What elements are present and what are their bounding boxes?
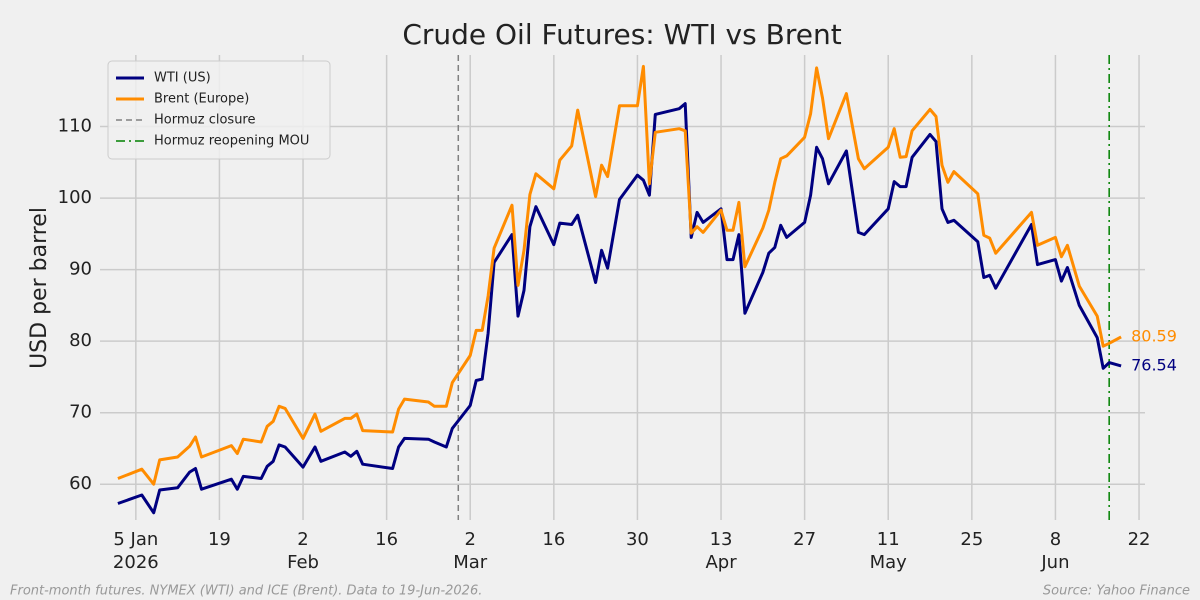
x-tick-label: 2	[297, 529, 308, 550]
series-line	[117, 64, 1122, 486]
y-tick-label: 90	[69, 259, 92, 280]
x-tick-label: 16	[375, 529, 398, 550]
y-tick-label: 80	[69, 330, 92, 351]
x-tick-label: 19	[208, 529, 231, 550]
x-tick-label: 25	[960, 529, 983, 550]
legend-label: Brent (Europe)	[154, 92, 249, 107]
x-tick-label: 27	[793, 529, 816, 550]
end-label: 76.54	[1131, 355, 1177, 374]
y-tick-label: 60	[69, 473, 92, 494]
x-tick-label: 30	[626, 529, 649, 550]
legend-box	[107, 60, 331, 160]
x-tick-label: 16	[542, 529, 565, 550]
source: Source: Yahoo Finance	[1043, 584, 1190, 599]
x-tick-label: Jun	[1040, 552, 1069, 573]
x-tick-label: 22	[1128, 529, 1151, 550]
x-tick-label: 11	[877, 529, 900, 550]
x-tick-label: Apr	[705, 552, 737, 573]
x-tick-label: Feb	[287, 552, 319, 573]
x-tick-label: 2026	[113, 552, 159, 573]
legend-label: Hormuz closure	[154, 113, 256, 128]
chart-title: Crude Oil Futures: WTI vs Brent	[402, 18, 841, 51]
y-tick-label: 110	[58, 116, 92, 137]
x-tick-label: 5 Jan	[113, 529, 158, 550]
y-tick-label: 70	[69, 402, 92, 423]
x-tick-label: 8	[1050, 529, 1061, 550]
legend-label: WTI (US)	[154, 71, 211, 86]
series-line	[117, 102, 1122, 515]
footnote: Front-month futures. NYMEX (WTI) and ICE…	[10, 584, 482, 599]
x-tick-label: 13	[710, 529, 733, 550]
x-tick-label: May	[870, 552, 908, 573]
y-axis-label: USD per barrel	[27, 207, 52, 369]
end-label: 80.59	[1131, 326, 1177, 345]
x-tick-label: Mar	[453, 552, 488, 573]
y-tick-label: 100	[58, 187, 92, 208]
legend-label: Hormuz reopening MOU	[154, 134, 309, 149]
x-tick-label: 2	[465, 529, 476, 550]
